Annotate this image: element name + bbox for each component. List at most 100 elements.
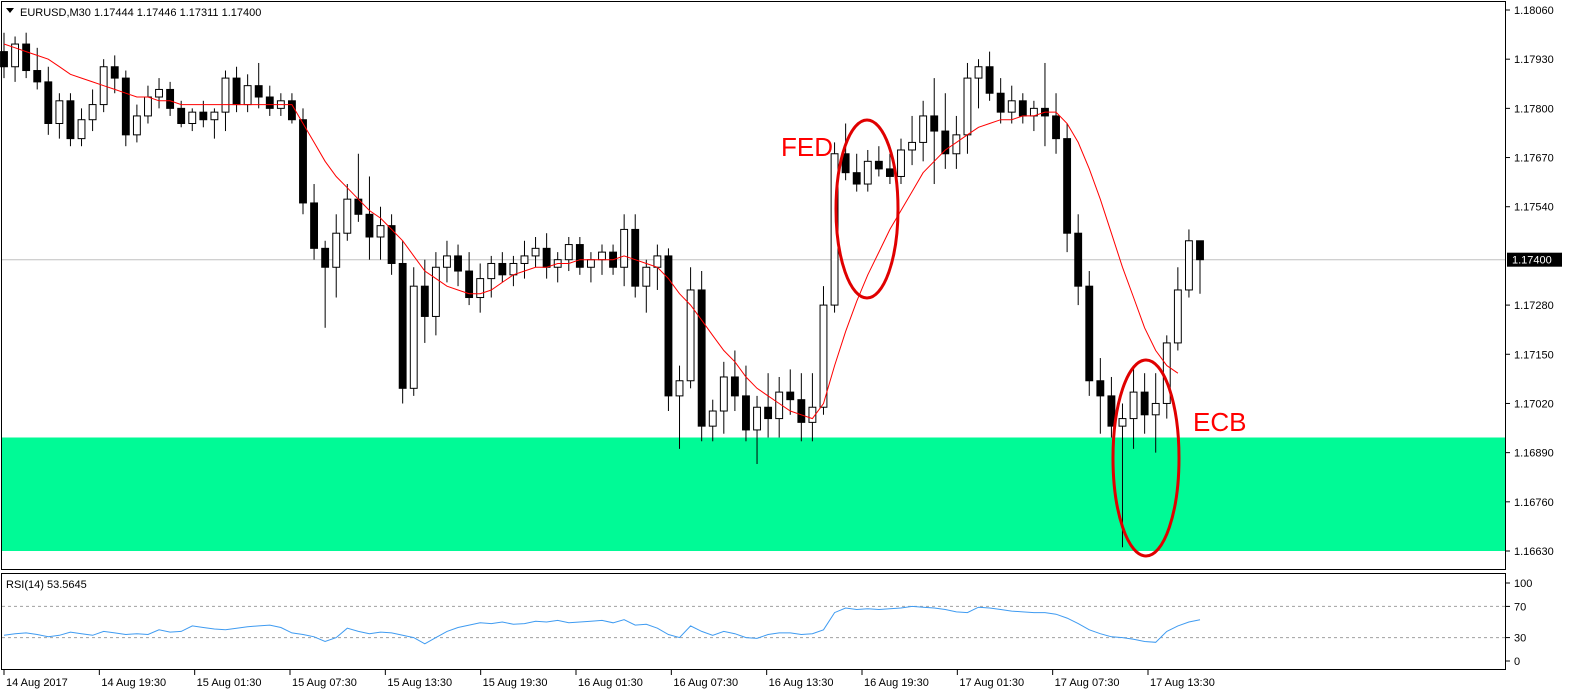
candle bbox=[764, 373, 773, 438]
candle bbox=[819, 286, 828, 415]
rsi-panel: RSI(14) 53.5645 100 70 30 0 bbox=[2, 578, 1532, 668]
price-tick-label: 1.17540 bbox=[1514, 202, 1554, 214]
price-tick-label: 1.17150 bbox=[1514, 349, 1554, 361]
candle bbox=[454, 244, 462, 287]
candle bbox=[664, 248, 673, 412]
time-tick-label: 14 Aug 19:30 bbox=[101, 677, 166, 689]
candle bbox=[332, 214, 341, 298]
price-axis: 1.18060 1.17930 1.17800 1.17670 1.17540 1.172… bbox=[1505, 5, 1554, 558]
time-tick-label: 14 Aug 2017 bbox=[6, 677, 68, 689]
support-zone bbox=[2, 437, 1505, 551]
time-tick-label: 16 Aug 07:30 bbox=[673, 677, 738, 689]
candle bbox=[1184, 229, 1193, 298]
candle bbox=[398, 240, 407, 404]
candle bbox=[531, 236, 540, 268]
time-tick-label: 17 Aug 07:30 bbox=[1055, 677, 1120, 689]
rsi-tick-label: 30 bbox=[1514, 633, 1526, 645]
candle bbox=[1151, 373, 1160, 453]
candle bbox=[11, 36, 20, 82]
candle bbox=[199, 100, 208, 128]
candle bbox=[1196, 240, 1204, 294]
candle bbox=[1107, 376, 1116, 438]
candle bbox=[908, 115, 917, 166]
candle bbox=[730, 350, 739, 412]
rsi-header: RSI(14) 53.5645 bbox=[6, 579, 87, 591]
candle bbox=[520, 240, 529, 279]
candle bbox=[620, 214, 629, 287]
candle bbox=[586, 252, 595, 283]
candle bbox=[0, 32, 8, 79]
candle bbox=[575, 236, 584, 275]
candle bbox=[177, 100, 186, 128]
ecb-ellipse bbox=[1111, 358, 1181, 558]
candle bbox=[897, 138, 905, 185]
candle bbox=[996, 78, 1005, 124]
price-tick-label: 1.17930 bbox=[1514, 54, 1554, 66]
candle bbox=[852, 153, 861, 192]
rsi-tick-label: 70 bbox=[1514, 601, 1526, 613]
current-price-text: 1.17400 bbox=[1512, 255, 1552, 267]
candle bbox=[1085, 271, 1094, 396]
candle bbox=[376, 206, 385, 260]
candle bbox=[775, 376, 784, 438]
candle bbox=[797, 373, 806, 442]
time-tick-label: 15 Aug 07:30 bbox=[292, 677, 357, 689]
candle bbox=[166, 81, 175, 116]
rsi-tick-label: 100 bbox=[1514, 578, 1532, 590]
candle bbox=[675, 365, 684, 449]
candle bbox=[1007, 85, 1016, 124]
price-tick-label: 1.16760 bbox=[1514, 497, 1554, 509]
candle bbox=[542, 233, 551, 279]
candle bbox=[443, 240, 451, 283]
candle bbox=[874, 146, 883, 177]
candle bbox=[963, 62, 972, 154]
fed-annotation: FED bbox=[781, 132, 833, 162]
time-tick-label: 16 Aug 13:30 bbox=[769, 677, 834, 689]
candles-layer bbox=[0, 32, 1204, 548]
candle bbox=[132, 104, 141, 143]
moving-average-line bbox=[3, 43, 1179, 420]
candle bbox=[66, 93, 75, 147]
candle bbox=[210, 108, 219, 139]
candle bbox=[221, 70, 230, 132]
time-tick-label: 16 Aug 19:30 bbox=[864, 677, 929, 689]
candle bbox=[1074, 214, 1083, 306]
candle bbox=[232, 66, 241, 113]
candle bbox=[476, 263, 485, 313]
candle bbox=[974, 59, 983, 109]
price-tick-label: 1.17020 bbox=[1514, 398, 1554, 410]
fed-ellipse bbox=[834, 118, 900, 300]
candle bbox=[409, 267, 418, 396]
candle bbox=[188, 108, 197, 132]
time-axis: 14 Aug 2017 14 Aug 19:30 15 Aug 01:30 15 Au… bbox=[3, 670, 1215, 689]
candle bbox=[365, 176, 374, 260]
time-tick-label: 15 Aug 13:30 bbox=[387, 677, 452, 689]
candle bbox=[1063, 123, 1072, 253]
dropdown-triangle-icon[interactable] bbox=[6, 8, 14, 13]
candle bbox=[1129, 365, 1138, 449]
candle bbox=[88, 89, 97, 132]
candle bbox=[498, 252, 507, 283]
candle bbox=[753, 395, 761, 464]
candle bbox=[941, 93, 950, 169]
candle bbox=[1041, 62, 1049, 147]
candle bbox=[1140, 373, 1149, 434]
candle bbox=[786, 369, 795, 415]
candle bbox=[1096, 358, 1105, 434]
candle bbox=[564, 236, 573, 272]
candle bbox=[155, 78, 163, 109]
ecb-annotation: ECB bbox=[1193, 407, 1246, 437]
time-tick-label: 15 Aug 19:30 bbox=[483, 677, 548, 689]
candle bbox=[144, 85, 152, 124]
candle bbox=[1173, 267, 1182, 351]
candle bbox=[343, 184, 352, 241]
candle bbox=[265, 85, 274, 116]
candle bbox=[254, 62, 263, 109]
symbol-header-text: EURUSD,M30 1.17444 1.17446 1.17311 1.174… bbox=[20, 7, 261, 19]
candle bbox=[885, 153, 894, 185]
price-tick-label: 1.17670 bbox=[1514, 153, 1554, 165]
price-tick-label: 1.17800 bbox=[1514, 103, 1554, 115]
candle bbox=[310, 184, 319, 260]
candle bbox=[808, 373, 817, 442]
